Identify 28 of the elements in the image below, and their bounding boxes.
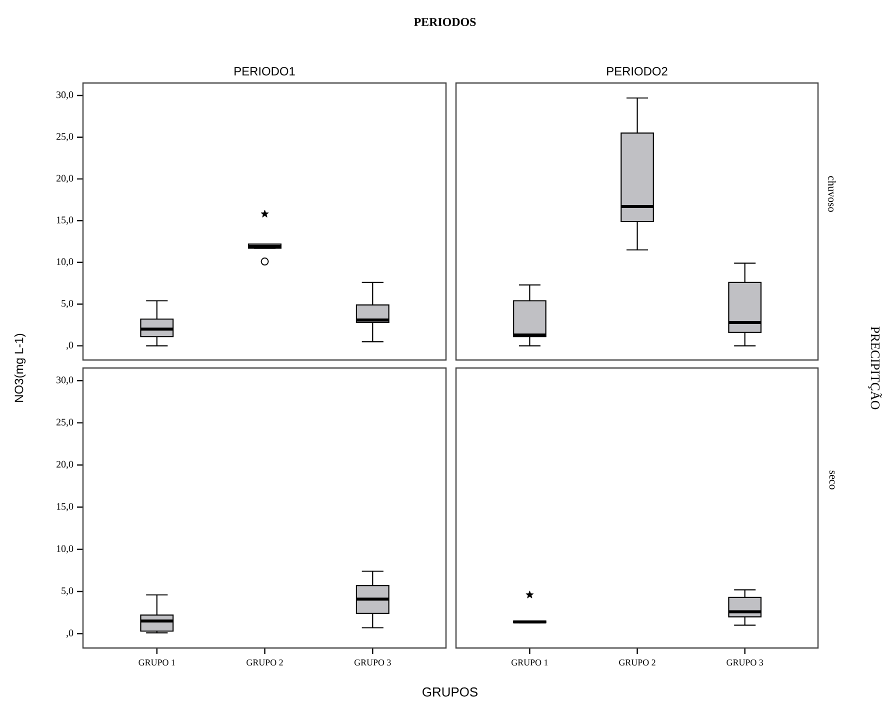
- text: PRECIPITÇÃO: [868, 326, 882, 410]
- text: PERIODOS: [414, 18, 476, 26]
- x-tick-label: GRUPO 3: [354, 659, 391, 666]
- y-tick-label: 30,0: [56, 91, 74, 100]
- x-axis-title: GRUPOS: [422, 687, 478, 697]
- chart-title: PERIODO1: [234, 67, 295, 76]
- y-tick-label: ,0: [66, 342, 74, 350]
- y-tick-label: 10,0: [56, 545, 74, 554]
- y-tick-label: 20,0: [56, 460, 74, 470]
- y-tick-label: 25,0: [56, 133, 74, 142]
- y-axis-title: NO3(mg L-1): [14, 334, 26, 402]
- y-tick-label: 25,0: [56, 418, 74, 427]
- y-tick-label: 5,0: [62, 587, 74, 596]
- y-tick-label: 15,0: [56, 216, 74, 225]
- y2-axis-title: seco: [829, 470, 835, 490]
- y-tick-label: 30,0: [56, 376, 74, 385]
- y-tick-label: 10,0: [56, 258, 74, 266]
- y-tick-label: 20,0: [56, 174, 74, 184]
- x-tick-label: GRUPO 1: [138, 659, 175, 666]
- chart-title: PERIODO2: [607, 67, 668, 76]
- y-tick-label: ,0: [66, 630, 74, 638]
- y-tick-label: 15,0: [56, 503, 74, 512]
- y2-axis-title: chuvoso: [828, 176, 836, 212]
- x-tick-label: GRUPO 2: [246, 659, 283, 666]
- x-tick-label: GRUPO 2: [619, 659, 656, 666]
- x-tick-label: GRUPO 3: [726, 659, 764, 666]
- y-tick-label: 5,0: [62, 300, 74, 308]
- x-tick-label: GRUPO 1: [512, 659, 548, 666]
